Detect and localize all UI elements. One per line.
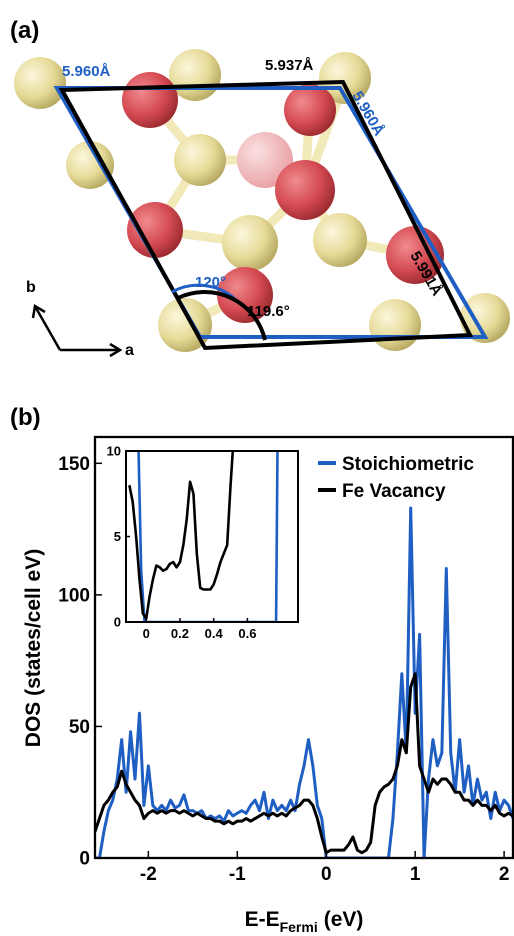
x-tick-label: -2 <box>140 864 157 885</box>
x-axis-label-subscript: Fermi <box>280 919 318 935</box>
x-tick-label: -1 <box>229 864 246 885</box>
y-tick-label: 5 <box>114 529 121 544</box>
x-tick-label: 0 <box>143 626 150 641</box>
page: {"structure":{"label":"(a)","lattice":{"… <box>0 0 514 936</box>
x-tick-label: 0 <box>321 864 332 885</box>
x-tick-label: 0.4 <box>205 626 224 641</box>
plot-background <box>126 451 298 622</box>
legend-label: Fe Vacancy <box>342 481 446 502</box>
length-label: 5.960Å <box>62 63 111 80</box>
axis-letter: b <box>26 279 36 296</box>
y-tick-label: 0 <box>79 849 90 870</box>
panel-label: (b) <box>10 404 41 431</box>
x-axis-label: E-EFermi (eV) <box>245 908 364 935</box>
y-tick-label: 50 <box>69 717 90 738</box>
axis-letter: a <box>125 342 134 359</box>
y-tick-label: 10 <box>107 444 121 459</box>
y-tick-label: 150 <box>58 454 90 475</box>
panel-label: (a) <box>10 17 39 44</box>
x-axis-label-unit: (eV) <box>324 908 364 931</box>
crystal-structure: (a) 5.960Å 5.937Å 5.960Å 5.991Å 120° 119… <box>10 17 510 359</box>
y-tick-label: 0 <box>114 615 121 630</box>
y-axis-label: DOS (states/cell eV) <box>22 549 45 747</box>
angle-label: 119.6° <box>247 303 290 320</box>
x-tick-label: 1 <box>410 864 421 885</box>
angle-label: 120° <box>195 274 226 291</box>
y-tick-label: 100 <box>58 586 90 607</box>
x-axis-label-main: E-E <box>245 908 280 931</box>
figure: (a) 5.960Å 5.937Å 5.960Å 5.991Å 120° 119… <box>0 0 514 936</box>
x-tick-label: 0.2 <box>171 626 189 641</box>
length-label: 5.937Å <box>265 57 314 74</box>
x-tick-label: 2 <box>499 864 510 885</box>
legend-label: Stoichiometric <box>342 454 474 475</box>
axis-arrows <box>33 306 120 356</box>
x-tick-label: 0.6 <box>238 626 256 641</box>
